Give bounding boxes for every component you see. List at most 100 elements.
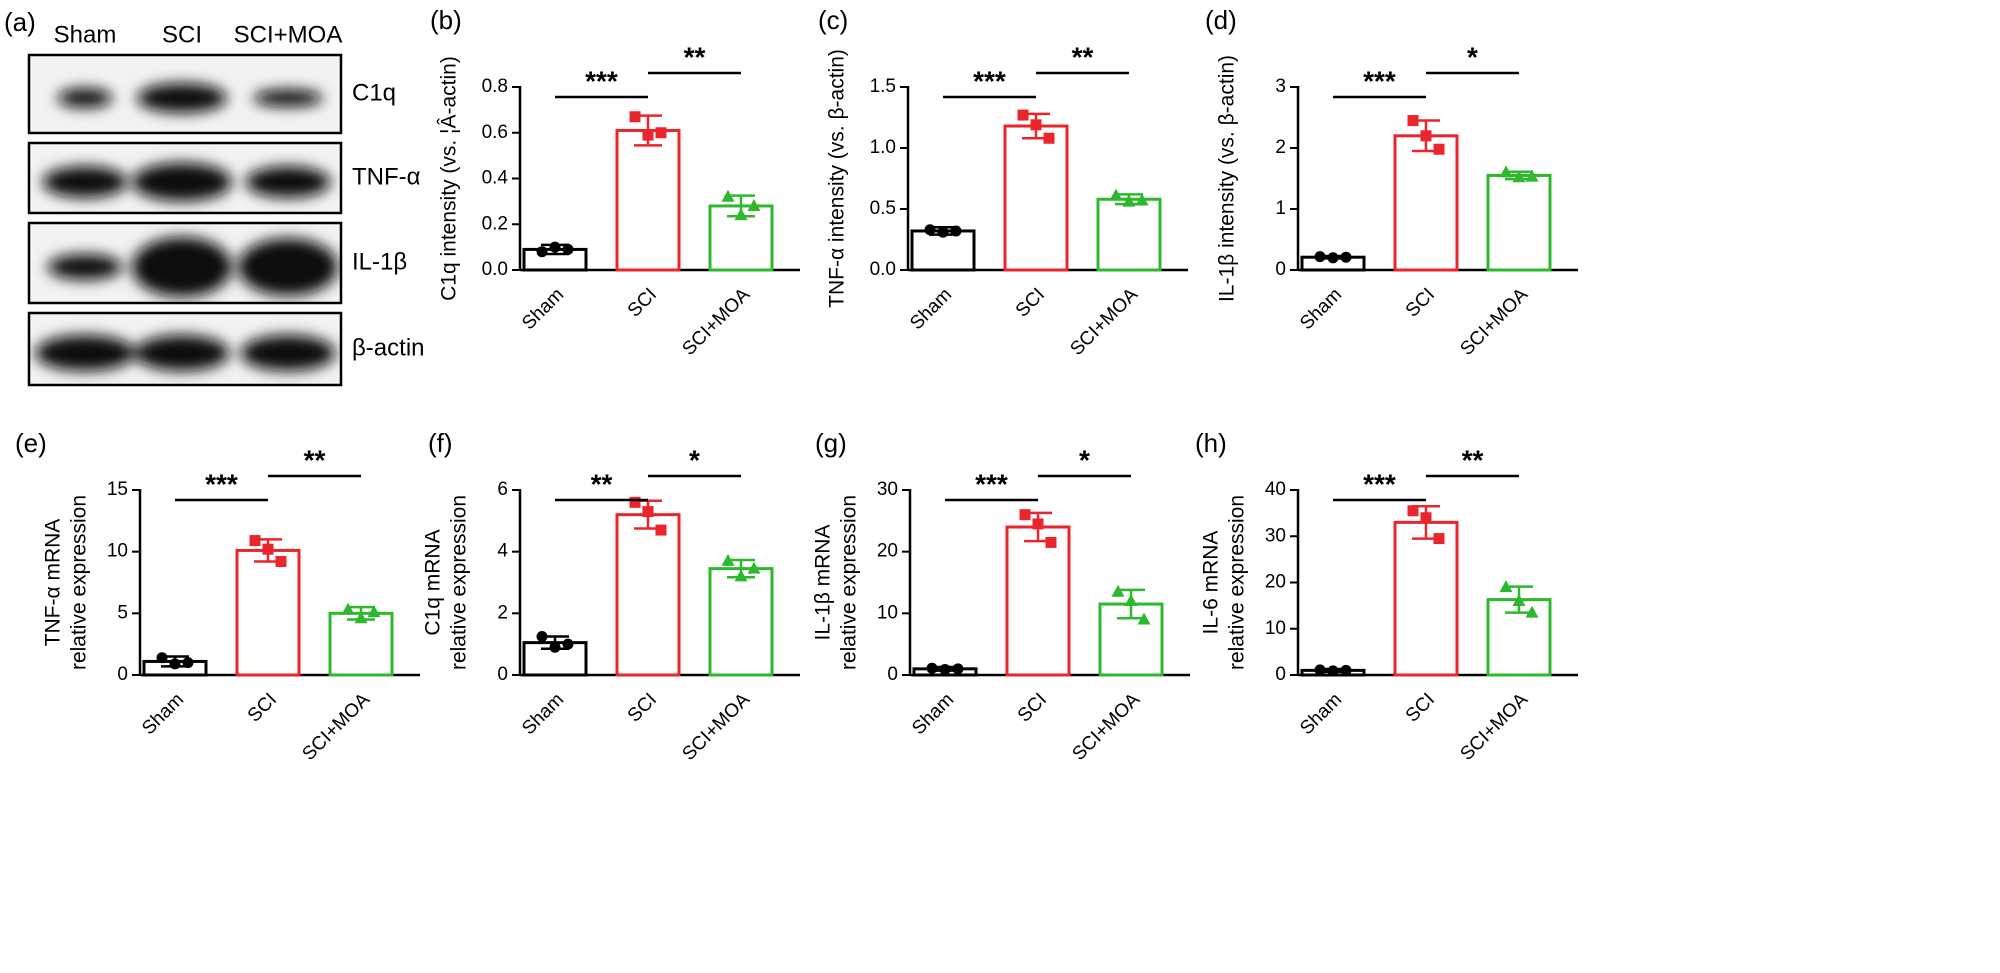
- x-tick-label: SCI+MOA: [1456, 689, 1532, 765]
- data-point: [354, 611, 368, 624]
- data-point: [1499, 165, 1513, 178]
- y-axis-label: IL-6 mRNA: [1200, 531, 1223, 635]
- panel-label: (h): [1195, 428, 1227, 458]
- data-point: [562, 638, 574, 650]
- y-axis-label: IL-1β mRNA: [812, 525, 835, 641]
- y-tick-label: 30: [1265, 525, 1286, 546]
- data-point: [1340, 664, 1352, 676]
- y-tick-label: 0.0: [870, 259, 896, 280]
- data-point: [924, 224, 936, 236]
- y-axis-label: C1q mRNA: [422, 529, 445, 635]
- y-axis-label: TNF-α intensity (vs. β-actin): [826, 49, 849, 308]
- x-tick-label: Sham: [906, 284, 956, 334]
- data-point: [734, 208, 748, 221]
- y-tick-label: 20: [1265, 572, 1286, 593]
- x-tick-label: Sham: [1296, 284, 1346, 334]
- data-point: [1327, 252, 1339, 264]
- band-label: C1q: [352, 79, 396, 106]
- data-point: [629, 111, 641, 123]
- band: [35, 335, 135, 371]
- y-tick-label: 1: [1275, 198, 1286, 219]
- data-point: [1499, 580, 1513, 593]
- y-tick-label: 0.4: [482, 168, 509, 189]
- data-point: [1137, 612, 1151, 625]
- bar: [1486, 173, 1552, 272]
- x-tick-label: SCI+MOA: [1456, 284, 1532, 360]
- x-tick-label: SCI: [1402, 689, 1439, 726]
- data-point: [747, 561, 761, 574]
- data-point: [939, 663, 951, 675]
- data-point: [549, 241, 561, 253]
- data-point: [952, 663, 964, 675]
- x-tick-label: SCI+MOA: [1068, 689, 1144, 765]
- x-tick-label: SCI: [1014, 689, 1051, 726]
- band: [47, 254, 123, 280]
- data-point: [1407, 115, 1419, 127]
- data-point: [1122, 194, 1136, 207]
- blot-frame: [27, 141, 343, 215]
- bar: [1393, 520, 1459, 677]
- bar: [708, 567, 774, 677]
- y-tick-label: 0.0: [482, 259, 508, 280]
- data-point: [275, 556, 287, 568]
- data-point: [536, 246, 548, 258]
- y-axis-label: relative expression: [1226, 495, 1249, 670]
- band: [137, 83, 227, 113]
- y-tick-label: 0.5: [870, 198, 896, 219]
- y-tick-label: 1.5: [870, 76, 896, 97]
- significance-label: ***: [975, 468, 1008, 499]
- bar: [615, 513, 681, 677]
- y-tick-label: 0: [117, 664, 128, 685]
- x-tick-label: SCI: [624, 689, 661, 726]
- significance-label: **: [304, 444, 326, 475]
- x-tick-label: Sham: [138, 689, 188, 739]
- data-point: [926, 662, 938, 674]
- data-point: [1043, 132, 1055, 144]
- data-point: [341, 602, 355, 615]
- bar: [1005, 525, 1071, 677]
- data-point: [536, 630, 548, 642]
- y-tick-label: 10: [1265, 618, 1286, 639]
- band: [57, 88, 113, 108]
- y-tick-label: 10: [107, 541, 128, 562]
- significance-label: *: [689, 444, 700, 475]
- data-point: [1314, 251, 1326, 263]
- data-point: [655, 127, 667, 139]
- band: [253, 89, 323, 107]
- data-point: [1420, 130, 1432, 142]
- band-label: TNF-α: [352, 163, 421, 190]
- bands: [57, 83, 323, 113]
- data-point: [1017, 109, 1029, 121]
- significance-label: *: [1079, 444, 1090, 475]
- x-tick-label: Sham: [1296, 689, 1346, 739]
- y-tick-label: 0: [887, 664, 898, 685]
- y-axis-label: IL-1β intensity (vs. β-actin): [1216, 55, 1239, 302]
- y-tick-label: 0.6: [482, 122, 508, 143]
- lane-label: SCI: [162, 21, 202, 48]
- data-point: [642, 506, 654, 518]
- significance-label: ***: [1363, 65, 1396, 96]
- y-axis-label: C1q intensity (vs. ¦Â-actin): [438, 56, 461, 301]
- data-point: [262, 543, 274, 555]
- y-tick-label: 40: [1265, 479, 1286, 500]
- data-point: [655, 524, 667, 536]
- bar: [615, 128, 681, 272]
- y-tick-label: 2: [1275, 137, 1286, 158]
- data-point: [642, 129, 654, 141]
- y-tick-label: 0: [1275, 664, 1286, 685]
- blot-frame: [27, 53, 343, 135]
- y-tick-label: 30: [877, 479, 898, 500]
- blot-frame: [27, 221, 343, 305]
- data-point: [734, 569, 748, 582]
- data-point: [1340, 251, 1352, 263]
- y-tick-label: 2: [497, 602, 508, 623]
- x-tick-label: SCI+MOA: [1066, 284, 1142, 360]
- bar: [1096, 197, 1162, 272]
- data-point: [562, 243, 574, 255]
- blot-strip: [27, 221, 343, 305]
- y-tick-label: 5: [117, 602, 128, 623]
- x-tick-label: SCI: [1402, 284, 1439, 321]
- significance-label: **: [1072, 41, 1094, 72]
- band: [245, 166, 331, 198]
